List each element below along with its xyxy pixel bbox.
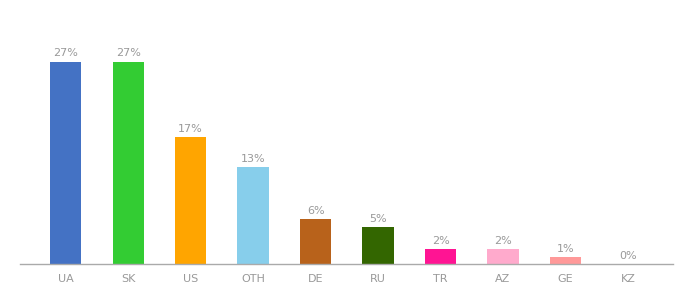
Bar (113, 61, 143, 264)
Bar (488, 249, 519, 264)
Bar (50, 61, 82, 264)
Text: 2%: 2% (432, 236, 449, 246)
Text: 13%: 13% (241, 154, 265, 164)
Text: 27%: 27% (116, 49, 141, 58)
Bar (425, 249, 456, 264)
Text: 17%: 17% (178, 124, 203, 134)
Text: 2%: 2% (494, 236, 512, 246)
Text: 5%: 5% (369, 214, 387, 224)
Text: 1%: 1% (557, 244, 574, 254)
Bar (300, 219, 331, 264)
Text: 0%: 0% (619, 251, 636, 261)
Bar (237, 167, 269, 264)
Bar (362, 226, 394, 264)
Text: 27%: 27% (53, 49, 78, 58)
Bar (550, 256, 581, 264)
Bar (175, 136, 206, 264)
Text: 6%: 6% (307, 206, 324, 216)
